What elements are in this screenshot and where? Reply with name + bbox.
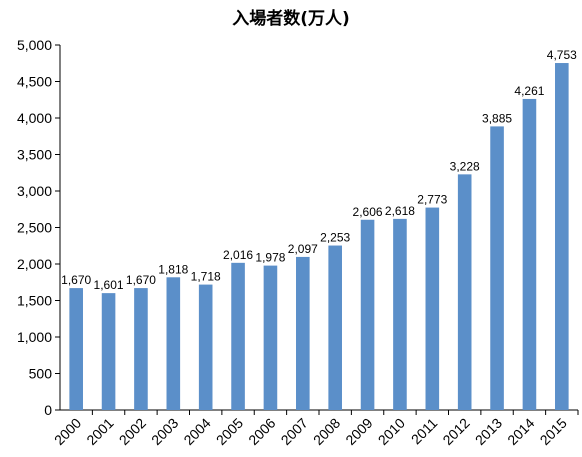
x-tick-label: 2015 bbox=[537, 415, 570, 448]
bar bbox=[425, 207, 440, 410]
data-label: 2,618 bbox=[385, 204, 415, 218]
x-tick-label: 2005 bbox=[213, 415, 246, 448]
bar bbox=[360, 219, 375, 410]
bar bbox=[490, 126, 504, 411]
data-label: 1,718 bbox=[191, 270, 221, 284]
y-tick-label: 3,000 bbox=[17, 183, 52, 199]
data-label: 1,670 bbox=[126, 273, 156, 287]
y-tick-label: 1,000 bbox=[17, 329, 52, 345]
data-label: 4,753 bbox=[547, 48, 577, 62]
y-tick-label: 0 bbox=[44, 402, 52, 418]
bar bbox=[101, 293, 116, 410]
x-tick-label: 2010 bbox=[375, 415, 408, 448]
bar bbox=[134, 288, 148, 410]
x-tick-label: 2003 bbox=[148, 415, 181, 448]
data-label: 1,601 bbox=[94, 278, 124, 292]
x-tick-label: 2008 bbox=[310, 415, 343, 448]
x-tick-label: 2006 bbox=[245, 415, 278, 448]
data-label: 4,261 bbox=[514, 84, 544, 98]
y-tick-label: 2,500 bbox=[17, 220, 52, 236]
x-tick-label: 2000 bbox=[51, 415, 84, 448]
y-tick-label: 2,000 bbox=[17, 256, 52, 272]
x-tick-label: 2012 bbox=[439, 415, 472, 448]
bar bbox=[198, 284, 213, 410]
x-tick-label: 2013 bbox=[472, 415, 505, 448]
bar bbox=[296, 256, 310, 410]
bar bbox=[522, 98, 537, 411]
bar bbox=[393, 218, 407, 410]
x-tick-label: 2011 bbox=[408, 415, 441, 448]
bar bbox=[231, 262, 245, 410]
data-label: 1,978 bbox=[255, 251, 285, 265]
data-label: 2,253 bbox=[320, 231, 350, 245]
x-tick-label: 2009 bbox=[342, 415, 375, 448]
data-label: 2,016 bbox=[223, 248, 253, 262]
data-label: 1,670 bbox=[61, 273, 91, 287]
bar bbox=[69, 288, 83, 410]
x-tick-label: 2001 bbox=[83, 415, 116, 448]
y-tick-label: 500 bbox=[29, 366, 53, 382]
y-tick-label: 1,500 bbox=[17, 293, 52, 309]
bar bbox=[457, 174, 472, 410]
bar bbox=[328, 245, 342, 410]
data-label: 2,773 bbox=[417, 193, 447, 207]
data-label: 2,606 bbox=[353, 205, 383, 219]
bar bbox=[263, 265, 278, 410]
x-tick-label: 2007 bbox=[278, 415, 311, 448]
x-tick-label: 2014 bbox=[504, 415, 537, 448]
chart-title: 入場者数(万人) bbox=[232, 9, 350, 29]
y-tick-label: 3,500 bbox=[17, 147, 52, 163]
y-tick-label: 5,000 bbox=[17, 37, 52, 53]
y-tick-label: 4,000 bbox=[17, 110, 52, 126]
data-label: 2,097 bbox=[288, 242, 318, 256]
data-label: 1,818 bbox=[158, 262, 188, 276]
x-tick-label: 2002 bbox=[116, 415, 149, 448]
bar bbox=[166, 277, 181, 410]
x-tick-label: 2004 bbox=[180, 415, 213, 448]
y-tick-label: 4,500 bbox=[17, 74, 52, 90]
data-label: 3,228 bbox=[450, 159, 480, 173]
data-label: 3,885 bbox=[482, 111, 512, 125]
bar bbox=[555, 63, 569, 410]
